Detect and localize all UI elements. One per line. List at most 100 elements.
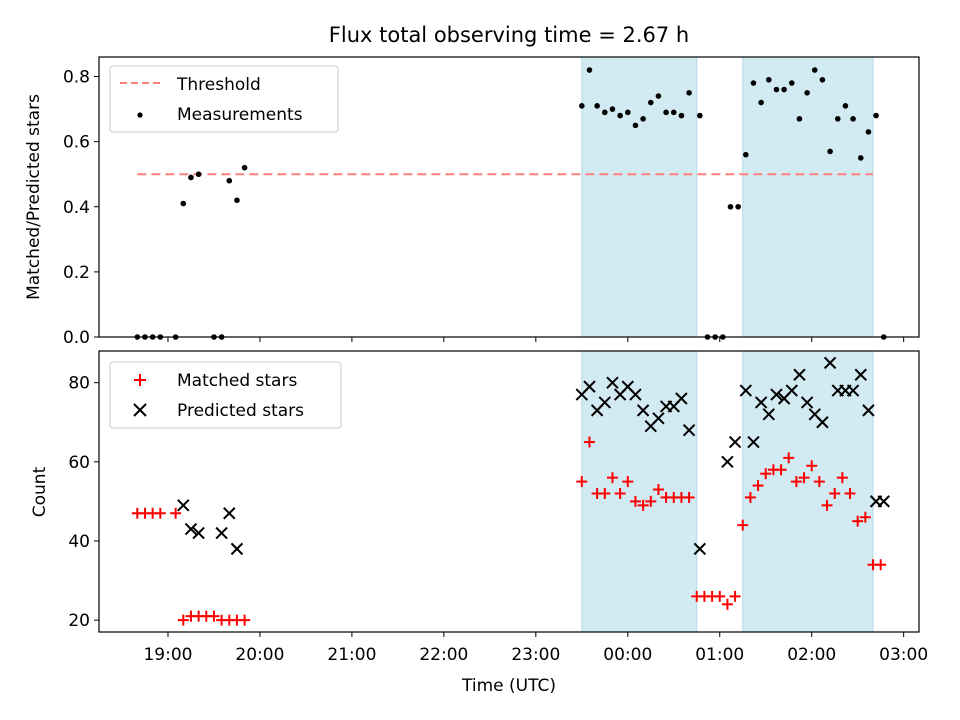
legend-predicted-label: Predicted stars xyxy=(177,401,304,421)
legend-matched-swatch xyxy=(134,374,146,386)
measurement-point xyxy=(788,80,795,86)
matched-star-point xyxy=(208,610,220,622)
measurement-point xyxy=(188,174,194,181)
matched-star-point xyxy=(829,487,841,499)
predicted-star-point xyxy=(854,368,867,381)
measurement-point xyxy=(594,103,600,109)
predicted-star-point xyxy=(747,435,760,449)
y-tick-label-bottom: 40 xyxy=(68,532,90,552)
matched-star-point xyxy=(683,491,695,503)
matched-star-point xyxy=(614,487,626,499)
measurement-point xyxy=(609,106,616,112)
matched-star-point xyxy=(859,511,871,523)
x-tick-label: 19:00 xyxy=(143,645,192,665)
predicted-star-stroke-b xyxy=(728,435,742,449)
predicted-star-point xyxy=(682,423,696,437)
measurement-point xyxy=(624,109,631,116)
measurement-point xyxy=(857,155,864,161)
predicted-star-stroke-b xyxy=(598,396,612,409)
matched-star-point xyxy=(177,614,189,626)
y-tick-label-top: 0.0 xyxy=(63,328,90,348)
predicted-star-point xyxy=(675,392,688,405)
measurement-point xyxy=(827,148,833,155)
y-axis-label-top: Matched/Predicted stars xyxy=(24,94,44,300)
shaded-interval-top xyxy=(742,56,874,338)
matched-star-point xyxy=(806,460,818,472)
matched-star-point xyxy=(844,487,856,499)
measurement-point xyxy=(773,86,780,93)
matched-star-point xyxy=(852,515,864,527)
x-tick-label: 20:00 xyxy=(235,645,284,665)
predicted-star-point xyxy=(230,542,244,556)
x-axis-label: Time (UTC) xyxy=(461,676,556,696)
measurement-point xyxy=(195,171,202,178)
matched-star-point xyxy=(798,472,810,484)
x-tick-label: 21:00 xyxy=(327,645,376,665)
x-tick-label: 01:00 xyxy=(695,645,744,665)
measurement-point xyxy=(697,112,703,119)
measurement-point xyxy=(834,116,841,122)
matched-star-point xyxy=(737,519,749,531)
measurement-point xyxy=(819,76,826,83)
measurement-point xyxy=(765,76,772,83)
predicted-star-point xyxy=(629,388,642,401)
predicted-star-point xyxy=(785,384,798,397)
predicted-star-stroke-b xyxy=(192,526,205,540)
measurement-point xyxy=(743,151,749,158)
measurement-point xyxy=(655,93,662,99)
predicted-star-point xyxy=(739,384,753,397)
predicted-star-point xyxy=(754,396,768,409)
matched-star-point xyxy=(752,480,764,492)
matched-star-point xyxy=(637,499,649,511)
x-tick-label: 00:00 xyxy=(603,645,652,665)
measurement-point xyxy=(758,99,764,106)
predicted-star-point xyxy=(770,388,783,401)
measurement-point xyxy=(850,116,856,122)
count-panel: 20 40 60 80 19:00 20:00 21:00 22:00 23:00 00:00 01… xyxy=(68,350,928,665)
predicted-star-point xyxy=(606,376,619,389)
matched-star-point xyxy=(875,559,887,571)
predicted-star-point xyxy=(862,404,875,417)
axes-frame-top xyxy=(98,56,920,338)
x-tick-label: 23:00 xyxy=(511,645,560,665)
matched-star-point xyxy=(583,436,595,448)
measurement-point xyxy=(670,109,677,116)
predicted-star-stroke-b xyxy=(754,396,768,409)
matched-star-point xyxy=(629,495,641,507)
predicted-star-stroke-b xyxy=(877,495,890,508)
measurement-point xyxy=(865,129,872,135)
measurement-point xyxy=(647,99,654,106)
predicted-star-stroke-b xyxy=(854,368,867,381)
matched-star-point xyxy=(714,590,726,602)
figure-title: Flux total observing time = 2.67 h xyxy=(329,23,689,47)
measurement-point xyxy=(586,67,593,73)
measurement-point xyxy=(781,86,787,93)
shaded-interval-bottom xyxy=(742,350,874,633)
matched-star-point xyxy=(239,614,251,626)
predicted-star-stroke-b xyxy=(747,435,760,449)
legend-threshold-label: Threshold xyxy=(176,75,261,95)
predicted-star-point xyxy=(762,408,776,421)
predicted-star-point xyxy=(583,380,596,393)
ratio-panel: 0.0 0.2 0.4 0.6 0.8 xyxy=(63,56,920,348)
predicted-star-stroke-b xyxy=(793,368,806,381)
predicted-star-stroke-b xyxy=(215,526,228,540)
legend-top-frame xyxy=(109,65,339,133)
legend-predicted-swatch xyxy=(133,403,147,417)
predicted-star-stroke-b xyxy=(823,356,837,370)
predicted-star-stroke-b xyxy=(770,388,783,401)
predicted-star-stroke-b xyxy=(721,455,734,469)
shaded-interval-bottom xyxy=(581,350,698,633)
y-tick-label-bottom: 20 xyxy=(68,611,90,631)
matched-star-point xyxy=(790,476,802,488)
predicted-star-stroke-b xyxy=(682,423,696,437)
y-axis-label-bottom: Count xyxy=(30,466,50,517)
measurement-point xyxy=(180,200,187,207)
measurement-point xyxy=(750,80,757,86)
predicted-star-point xyxy=(800,396,814,409)
matched-star-point xyxy=(775,464,787,476)
predicted-star-stroke-b xyxy=(785,384,798,397)
measurement-point xyxy=(804,90,810,96)
matched-star-point xyxy=(154,507,166,519)
